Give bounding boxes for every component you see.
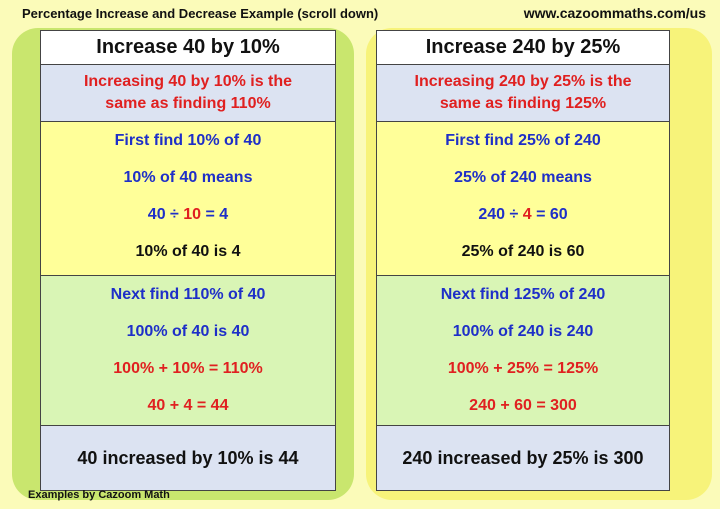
example-note: Increasing 40 by 10% is the same as find… bbox=[41, 65, 335, 122]
step-line: 240 + 60 = 300 bbox=[469, 397, 577, 414]
step-line: 100% + 25% = 125% bbox=[447, 360, 599, 377]
step-line: 100% of 240 is 240 bbox=[452, 323, 594, 340]
step-line: 100% of 40 is 40 bbox=[126, 323, 250, 340]
division-result: = 4 bbox=[201, 206, 229, 223]
example-card-left: Increase 40 by 10% Increasing 40 by 10% … bbox=[40, 30, 336, 491]
division-divisor: 10 bbox=[183, 206, 202, 223]
note-line: Increasing 240 by 25% is the bbox=[414, 73, 632, 90]
page-title: Percentage Increase and Decrease Example… bbox=[22, 6, 379, 21]
step-line: 25% of 240 means bbox=[454, 169, 592, 186]
division-dividend: 240 ÷ bbox=[478, 206, 523, 223]
step-one-section: First find 25% of 240 25% of 240 means 2… bbox=[377, 122, 669, 276]
step-line: 25% of 240 is 60 bbox=[461, 243, 585, 260]
step-line: 40 + 4 = 44 bbox=[147, 397, 229, 414]
example-card-right: Increase 240 by 25% Increasing 240 by 25… bbox=[376, 30, 670, 491]
step-one-section: First find 10% of 40 10% of 40 means 40 … bbox=[41, 122, 335, 276]
division-divisor: 4 bbox=[522, 206, 532, 223]
step-line: 100% + 10% = 110% bbox=[113, 360, 263, 377]
division-dividend: 40 ÷ bbox=[147, 206, 184, 223]
note-line: same as finding 125% bbox=[439, 95, 607, 112]
division-result: = 60 bbox=[531, 206, 568, 223]
step-line: First find 25% of 240 bbox=[445, 132, 601, 149]
note-line: same as finding 110% bbox=[105, 95, 271, 112]
step-line: 10% of 40 is 4 bbox=[135, 243, 241, 260]
footer-credit: Examples by Cazoom Math bbox=[28, 489, 170, 501]
example-title: Increase 40 by 10% bbox=[41, 31, 335, 65]
example-note: Increasing 240 by 25% is the same as fin… bbox=[377, 65, 669, 122]
division-line: 40 ÷ 10 = 4 bbox=[41, 201, 335, 238]
step-two-section: Next find 125% of 240 100% of 240 is 240… bbox=[377, 276, 669, 426]
step-line: Next find 125% of 240 bbox=[440, 286, 606, 303]
example-result: 40 increased by 10% is 44 bbox=[41, 426, 335, 490]
example-result: 240 increased by 25% is 300 bbox=[377, 426, 669, 490]
step-two-section: Next find 110% of 40 100% of 40 is 40 10… bbox=[41, 276, 335, 426]
example-title: Increase 240 by 25% bbox=[377, 31, 669, 65]
step-line: Next find 110% of 40 bbox=[110, 286, 266, 303]
website-link[interactable]: www.cazoommaths.com/us bbox=[523, 5, 706, 21]
division-line: 240 ÷ 4 = 60 bbox=[377, 201, 669, 238]
step-line: First find 10% of 40 bbox=[114, 132, 262, 149]
step-line: 10% of 40 means bbox=[123, 169, 253, 186]
note-line: Increasing 40 by 10% is the bbox=[83, 73, 293, 90]
